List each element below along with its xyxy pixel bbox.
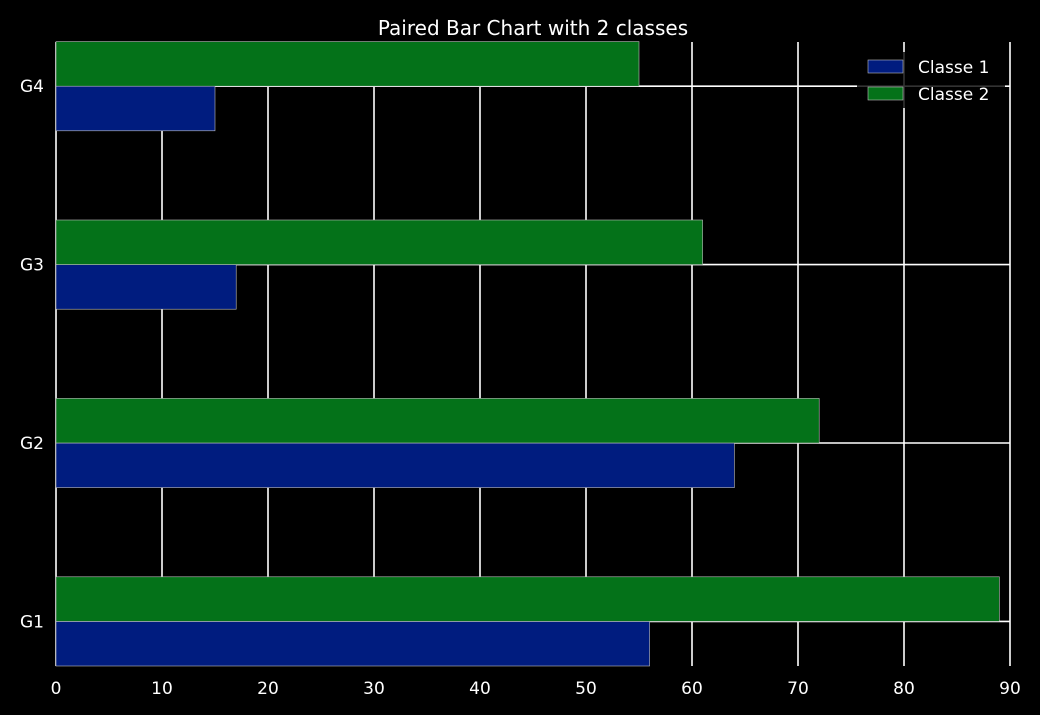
bars: [55, 41, 1000, 667]
x-tick-label: 40: [469, 679, 491, 699]
x-tick-labels: 0 10 20 30 40 50 60 70 80 90: [51, 679, 1021, 699]
bar-classe-2-g1: [55, 576, 1000, 622]
bar-classe-2-g4: [55, 41, 640, 87]
y-tick-label: G4: [20, 77, 44, 97]
x-tick-label: 50: [575, 679, 597, 699]
y-tick-label: G3: [20, 256, 44, 276]
legend-label: Classe 1: [918, 58, 989, 78]
y-tick-label: G1: [20, 612, 44, 632]
x-tick-label: 20: [257, 679, 279, 699]
grid-lines: [55, 42, 1011, 666]
x-tick-label: 10: [151, 679, 173, 699]
bar-classe-1-g3: [55, 264, 237, 310]
x-tick-label: 70: [787, 679, 809, 699]
x-tick-label: 60: [681, 679, 703, 699]
y-tick-labels: G1 G2 G3 G4: [20, 77, 44, 632]
legend-swatch: [867, 86, 904, 101]
bar-classe-1-g4: [55, 85, 216, 132]
x-tick-label: 30: [363, 679, 385, 699]
legend: Classe 1 Classe 2: [857, 52, 1005, 108]
x-tick-label: 80: [893, 679, 915, 699]
x-tick-label: 0: [51, 679, 62, 699]
legend-swatch: [867, 59, 904, 74]
legend-label: Classe 2: [918, 85, 989, 105]
chart-title: Paired Bar Chart with 2 classes: [378, 16, 688, 40]
bar-classe-1-g2: [55, 442, 735, 488]
x-tick-label: 90: [999, 679, 1021, 699]
bar-classe-1-g1: [55, 621, 650, 667]
y-tick-label: G2: [20, 434, 44, 454]
bar-classe-2-g2: [55, 398, 820, 444]
bar-classe-2-g3: [55, 219, 703, 265]
